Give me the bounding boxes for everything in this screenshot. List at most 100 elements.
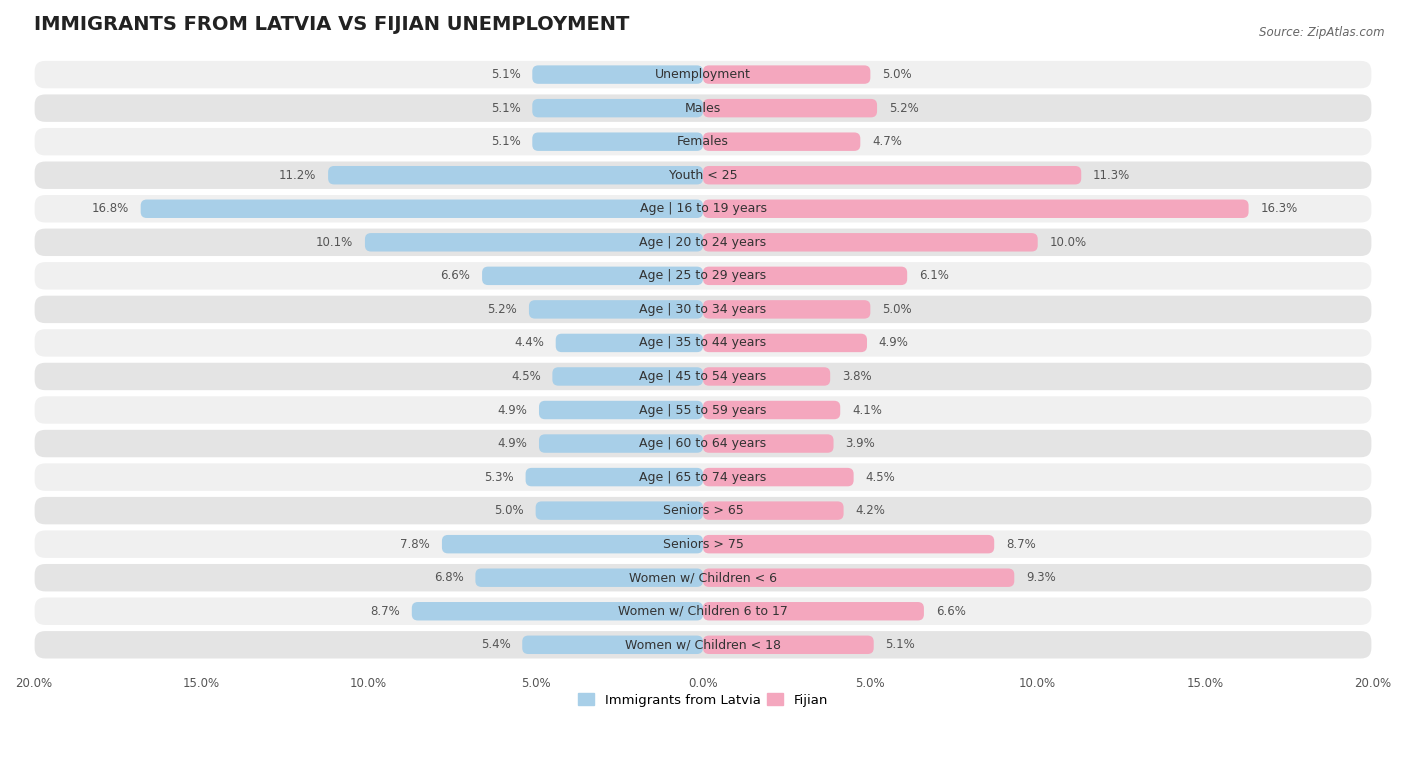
- FancyBboxPatch shape: [703, 468, 853, 486]
- FancyBboxPatch shape: [703, 501, 844, 520]
- Text: Males: Males: [685, 101, 721, 114]
- Text: 3.9%: 3.9%: [845, 437, 875, 450]
- Text: Unemployment: Unemployment: [655, 68, 751, 81]
- Text: 4.5%: 4.5%: [510, 370, 541, 383]
- Text: 5.0%: 5.0%: [882, 68, 911, 81]
- FancyBboxPatch shape: [703, 400, 841, 419]
- FancyBboxPatch shape: [34, 127, 1372, 157]
- Text: Youth < 25: Youth < 25: [669, 169, 737, 182]
- FancyBboxPatch shape: [529, 301, 703, 319]
- Text: Women w/ Children < 18: Women w/ Children < 18: [626, 638, 780, 651]
- Text: 5.2%: 5.2%: [488, 303, 517, 316]
- Text: 16.3%: 16.3%: [1260, 202, 1298, 215]
- FancyBboxPatch shape: [34, 93, 1372, 123]
- FancyBboxPatch shape: [34, 294, 1372, 324]
- FancyBboxPatch shape: [34, 597, 1372, 626]
- Text: Seniors > 65: Seniors > 65: [662, 504, 744, 517]
- FancyBboxPatch shape: [34, 630, 1372, 659]
- FancyBboxPatch shape: [533, 132, 703, 151]
- FancyBboxPatch shape: [703, 301, 870, 319]
- FancyBboxPatch shape: [328, 166, 703, 185]
- Text: Age | 55 to 59 years: Age | 55 to 59 years: [640, 403, 766, 416]
- FancyBboxPatch shape: [366, 233, 703, 251]
- Text: 5.2%: 5.2%: [889, 101, 918, 114]
- Text: 6.6%: 6.6%: [440, 269, 471, 282]
- FancyBboxPatch shape: [34, 529, 1372, 559]
- Text: 5.1%: 5.1%: [491, 101, 520, 114]
- FancyBboxPatch shape: [553, 367, 703, 385]
- FancyBboxPatch shape: [703, 602, 924, 621]
- FancyBboxPatch shape: [482, 266, 703, 285]
- FancyBboxPatch shape: [533, 65, 703, 84]
- Text: 4.5%: 4.5%: [865, 471, 896, 484]
- Text: 4.4%: 4.4%: [515, 336, 544, 350]
- FancyBboxPatch shape: [34, 395, 1372, 425]
- FancyBboxPatch shape: [703, 569, 1014, 587]
- FancyBboxPatch shape: [703, 65, 870, 84]
- Text: Age | 16 to 19 years: Age | 16 to 19 years: [640, 202, 766, 215]
- Text: 6.1%: 6.1%: [920, 269, 949, 282]
- Text: Age | 20 to 24 years: Age | 20 to 24 years: [640, 235, 766, 249]
- FancyBboxPatch shape: [538, 435, 703, 453]
- FancyBboxPatch shape: [703, 535, 994, 553]
- Text: Seniors > 75: Seniors > 75: [662, 537, 744, 550]
- Text: 4.2%: 4.2%: [855, 504, 886, 517]
- Text: Age | 30 to 34 years: Age | 30 to 34 years: [640, 303, 766, 316]
- Text: 11.3%: 11.3%: [1092, 169, 1130, 182]
- Text: 6.6%: 6.6%: [935, 605, 966, 618]
- Text: 4.9%: 4.9%: [498, 403, 527, 416]
- FancyBboxPatch shape: [703, 334, 868, 352]
- Text: 5.1%: 5.1%: [491, 136, 520, 148]
- FancyBboxPatch shape: [555, 334, 703, 352]
- FancyBboxPatch shape: [703, 99, 877, 117]
- Text: 3.8%: 3.8%: [842, 370, 872, 383]
- Text: 9.3%: 9.3%: [1026, 572, 1056, 584]
- FancyBboxPatch shape: [703, 132, 860, 151]
- Text: 16.8%: 16.8%: [91, 202, 129, 215]
- FancyBboxPatch shape: [34, 563, 1372, 593]
- Text: 4.7%: 4.7%: [872, 136, 901, 148]
- Text: Age | 65 to 74 years: Age | 65 to 74 years: [640, 471, 766, 484]
- Text: 8.7%: 8.7%: [370, 605, 401, 618]
- FancyBboxPatch shape: [533, 99, 703, 117]
- FancyBboxPatch shape: [703, 636, 873, 654]
- Text: 5.4%: 5.4%: [481, 638, 510, 651]
- Text: Females: Females: [678, 136, 728, 148]
- Text: 5.3%: 5.3%: [484, 471, 513, 484]
- FancyBboxPatch shape: [441, 535, 703, 553]
- Text: Women w/ Children 6 to 17: Women w/ Children 6 to 17: [619, 605, 787, 618]
- Text: 11.2%: 11.2%: [278, 169, 316, 182]
- Text: Age | 35 to 44 years: Age | 35 to 44 years: [640, 336, 766, 350]
- FancyBboxPatch shape: [526, 468, 703, 486]
- FancyBboxPatch shape: [141, 200, 703, 218]
- Text: 6.8%: 6.8%: [434, 572, 464, 584]
- FancyBboxPatch shape: [703, 266, 907, 285]
- FancyBboxPatch shape: [703, 367, 830, 385]
- Text: Source: ZipAtlas.com: Source: ZipAtlas.com: [1260, 26, 1385, 39]
- Legend: Immigrants from Latvia, Fijian: Immigrants from Latvia, Fijian: [578, 693, 828, 707]
- Text: IMMIGRANTS FROM LATVIA VS FIJIAN UNEMPLOYMENT: IMMIGRANTS FROM LATVIA VS FIJIAN UNEMPLO…: [34, 15, 628, 34]
- FancyBboxPatch shape: [412, 602, 703, 621]
- Text: 4.9%: 4.9%: [879, 336, 908, 350]
- FancyBboxPatch shape: [34, 60, 1372, 89]
- Text: Age | 25 to 29 years: Age | 25 to 29 years: [640, 269, 766, 282]
- Text: 5.1%: 5.1%: [886, 638, 915, 651]
- FancyBboxPatch shape: [34, 329, 1372, 357]
- FancyBboxPatch shape: [34, 463, 1372, 492]
- FancyBboxPatch shape: [522, 636, 703, 654]
- FancyBboxPatch shape: [475, 569, 703, 587]
- FancyBboxPatch shape: [34, 428, 1372, 458]
- FancyBboxPatch shape: [703, 233, 1038, 251]
- Text: Women w/ Children < 6: Women w/ Children < 6: [628, 572, 778, 584]
- Text: 4.9%: 4.9%: [498, 437, 527, 450]
- FancyBboxPatch shape: [34, 362, 1372, 391]
- FancyBboxPatch shape: [34, 160, 1372, 190]
- Text: 4.1%: 4.1%: [852, 403, 882, 416]
- FancyBboxPatch shape: [34, 496, 1372, 525]
- FancyBboxPatch shape: [34, 194, 1372, 223]
- Text: 10.1%: 10.1%: [316, 235, 353, 249]
- FancyBboxPatch shape: [536, 501, 703, 520]
- Text: Age | 45 to 54 years: Age | 45 to 54 years: [640, 370, 766, 383]
- FancyBboxPatch shape: [703, 435, 834, 453]
- FancyBboxPatch shape: [34, 228, 1372, 257]
